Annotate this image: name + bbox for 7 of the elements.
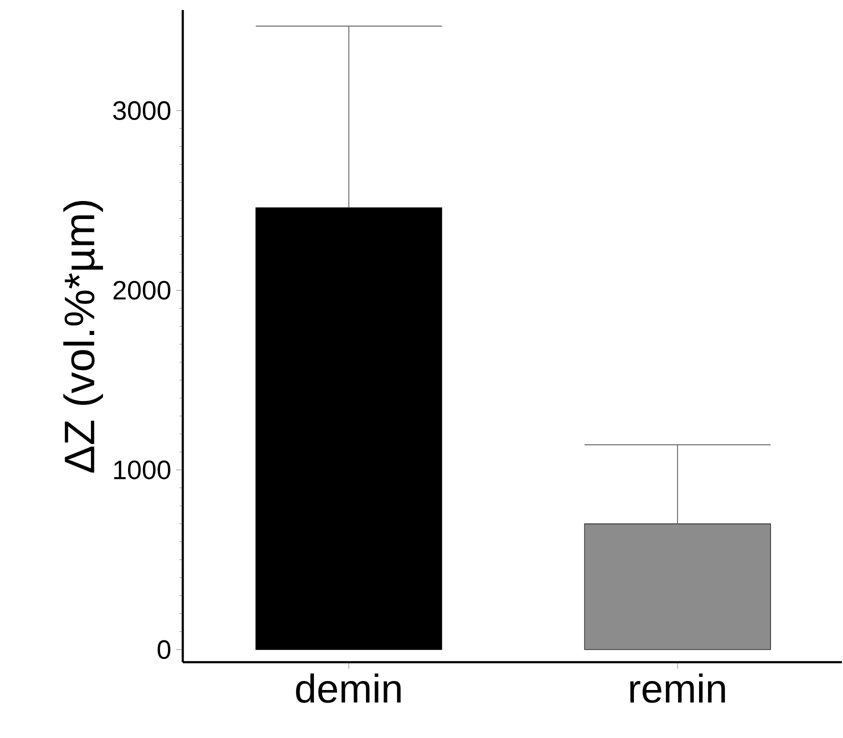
y-tick-label: 2000 [114, 280, 170, 300]
y-tick-label: 0 [158, 640, 170, 659]
y-axis-title: ΔZ (vol.%*µm) [63, 200, 104, 473]
x-tick-label: demin [296, 673, 401, 703]
y-tick-label: 1000 [114, 460, 170, 480]
y-tick-label: 3000 [113, 101, 170, 120]
x-tick-label: remin [630, 673, 725, 703]
